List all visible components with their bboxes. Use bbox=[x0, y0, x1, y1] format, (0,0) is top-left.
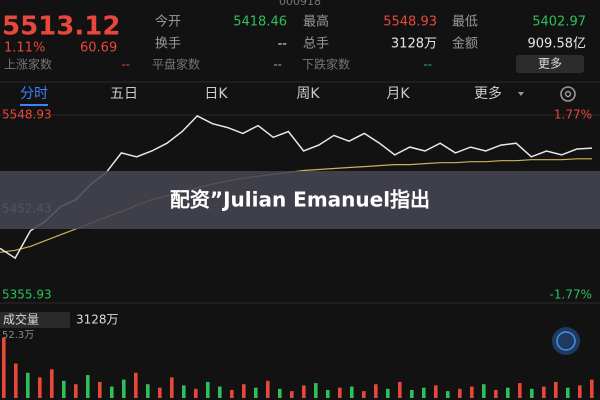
field-value: 3128万 bbox=[391, 37, 437, 52]
volume-bar bbox=[566, 387, 570, 398]
volume-bar bbox=[254, 387, 258, 398]
y2-tick-label: -1.77% bbox=[550, 288, 592, 302]
tab[interactable]: 分时 bbox=[20, 86, 48, 102]
breadth-label: 下跌家数 bbox=[302, 57, 350, 72]
volume-max-label: 52.3万 bbox=[2, 330, 34, 341]
volume-bar bbox=[134, 372, 138, 398]
volume-bar bbox=[278, 388, 282, 398]
field-value: 909.58亿 bbox=[528, 37, 587, 52]
volume-title: 成交量 bbox=[3, 312, 39, 327]
volume-bar bbox=[410, 389, 414, 398]
volume-bar bbox=[98, 381, 102, 398]
field-value: 5548.93 bbox=[383, 15, 437, 30]
volume-bar bbox=[446, 391, 450, 398]
volume-bar bbox=[62, 380, 66, 398]
tab[interactable]: 更多 bbox=[474, 85, 502, 102]
volume-bar bbox=[374, 384, 378, 398]
last-price: 5513.12 bbox=[2, 12, 120, 42]
volume-bar bbox=[206, 381, 210, 398]
volume-bar bbox=[158, 387, 162, 398]
y2-tick-label: 1.77% bbox=[554, 108, 592, 122]
volume-bar bbox=[242, 384, 246, 398]
volume-bar bbox=[182, 385, 186, 398]
breadth-label: 上涨家数 bbox=[4, 57, 52, 72]
volume-bar bbox=[542, 386, 546, 398]
volume-bar bbox=[230, 389, 234, 398]
volume-bar bbox=[362, 391, 366, 398]
volume-bar bbox=[86, 375, 90, 398]
breadth-value: -- bbox=[121, 58, 130, 72]
volume-bar bbox=[74, 384, 78, 398]
volume-bar bbox=[494, 389, 498, 398]
tab[interactable]: 月K bbox=[386, 86, 410, 102]
dropdown-arrow bbox=[518, 92, 524, 96]
volume-bar bbox=[530, 388, 534, 398]
volume-bar bbox=[386, 388, 390, 398]
volume-bar bbox=[50, 369, 54, 398]
y-tick-label: 5548.93 bbox=[2, 108, 52, 122]
volume-icon[interactable] bbox=[552, 327, 580, 355]
volume-bar bbox=[314, 383, 318, 398]
volume-bar bbox=[482, 384, 486, 398]
volume-bar bbox=[218, 386, 222, 398]
breadth-value: -- bbox=[273, 58, 282, 72]
field-label: 最低 bbox=[452, 15, 478, 30]
tab[interactable]: 周K bbox=[296, 86, 320, 102]
volume-bar bbox=[38, 377, 42, 398]
settings-icon[interactable] bbox=[560, 86, 576, 102]
volume-bar bbox=[506, 387, 510, 398]
field-value: -- bbox=[278, 37, 288, 52]
tab[interactable]: 五日 bbox=[110, 86, 138, 102]
volume-bar bbox=[434, 385, 438, 398]
volume-bar bbox=[422, 387, 426, 398]
volume-bar bbox=[398, 381, 402, 398]
volume-total: 3128万 bbox=[76, 313, 119, 327]
volume-bar bbox=[590, 379, 594, 398]
volume-bar bbox=[194, 388, 198, 398]
field-label: 最高 bbox=[303, 14, 329, 30]
breadth-label: 平盘家数 bbox=[152, 57, 200, 72]
volume-bar bbox=[338, 387, 342, 398]
field-value: 5418.46 bbox=[233, 15, 287, 30]
volume-bar bbox=[302, 385, 306, 398]
volume-bar bbox=[122, 379, 126, 398]
volume-bar bbox=[326, 389, 330, 398]
volume-bar bbox=[26, 372, 30, 398]
change: 60.69 bbox=[80, 41, 117, 56]
more-button[interactable]: 更多 bbox=[538, 57, 562, 71]
volume-bar bbox=[458, 388, 462, 398]
volume-bar bbox=[350, 386, 354, 398]
field-label: 换手 bbox=[155, 37, 181, 52]
field-label: 今开 bbox=[155, 14, 181, 30]
volume-bar bbox=[470, 386, 474, 398]
volume-bar bbox=[146, 384, 150, 398]
volume-bar bbox=[14, 363, 18, 398]
tab-underline bbox=[20, 104, 48, 106]
field-label: 总手 bbox=[303, 37, 329, 52]
volume-bar bbox=[518, 383, 522, 398]
banner-bg bbox=[0, 171, 600, 229]
volume-bar bbox=[290, 391, 294, 398]
tab[interactable]: 日K bbox=[204, 86, 228, 102]
field-label: 金额 bbox=[452, 36, 478, 52]
field-value: 5402.97 bbox=[532, 15, 586, 30]
breadth-value: -- bbox=[423, 58, 432, 72]
change-pct: 1.11% bbox=[4, 41, 45, 56]
banner-text: 配资”Julian Emanuel指出 bbox=[170, 188, 430, 212]
volume-bar bbox=[110, 386, 114, 398]
stock-code: 000918 bbox=[279, 0, 321, 8]
volume-bar bbox=[578, 385, 582, 398]
volume-bar bbox=[266, 380, 270, 398]
volume-bar bbox=[2, 338, 6, 398]
volume-header-bg bbox=[0, 312, 70, 328]
volume-bar bbox=[170, 377, 174, 398]
y-tick-label: 5355.93 bbox=[2, 288, 52, 302]
more-button-bg[interactable] bbox=[516, 55, 584, 73]
volume-bar bbox=[554, 381, 558, 398]
